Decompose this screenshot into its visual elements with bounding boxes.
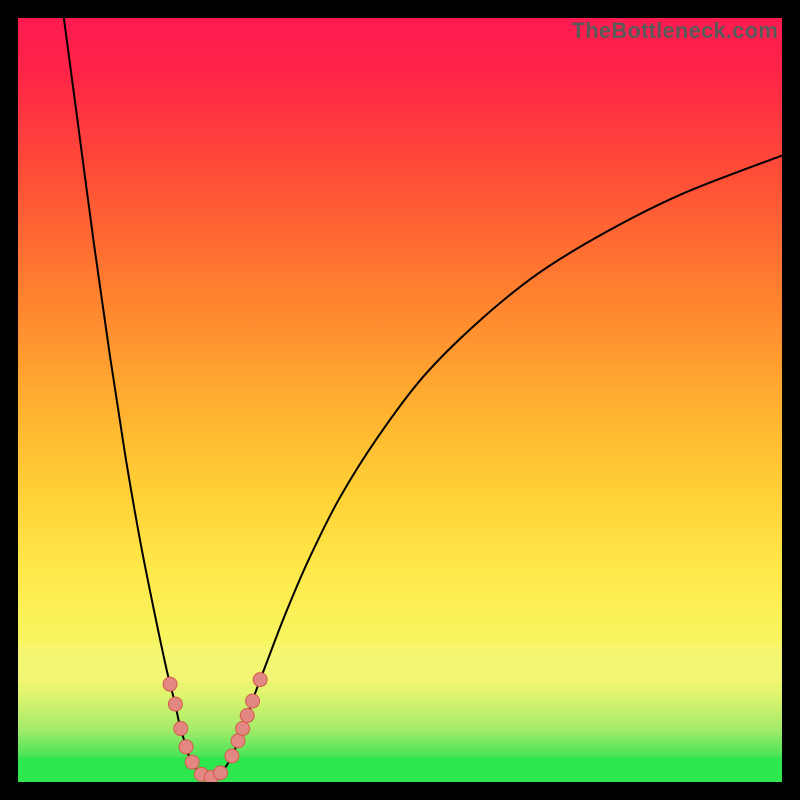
marker-point: [168, 697, 182, 711]
marker-point: [185, 755, 199, 769]
marker-point: [240, 709, 254, 723]
chart: [18, 18, 782, 782]
highlight-band-green: [18, 758, 782, 782]
marker-point: [213, 766, 227, 780]
marker-point: [253, 673, 267, 687]
marker-point: [236, 722, 250, 736]
marker-point: [246, 694, 260, 708]
watermark-text: TheBottleneck.com: [572, 18, 778, 44]
marker-point: [179, 740, 193, 754]
marker-point: [163, 677, 177, 691]
highlight-band-yellow: [18, 644, 782, 682]
marker-point: [174, 722, 188, 736]
marker-point: [225, 749, 239, 763]
